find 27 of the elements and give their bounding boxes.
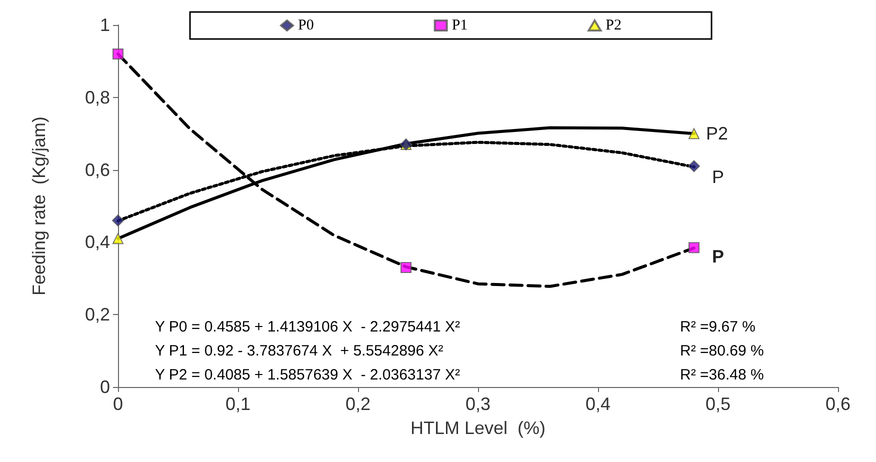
annotation: Y P0 = 0.4585 + 1.4139106 X - 2.2975441 X² bbox=[155, 318, 460, 336]
y-tick-label: 0 bbox=[100, 377, 110, 397]
x-tick-label: 0,3 bbox=[465, 394, 491, 414]
annotation: Y P2 = 0.4085 + 1.5857639 X - 2.0363137 X² bbox=[155, 366, 460, 384]
annotation: R² =80.69 % bbox=[680, 342, 764, 360]
annotation: Y P1 = 0.92 - 3.7837674 X + 5.5542896 X² bbox=[155, 342, 444, 360]
y-tick-label: 0,8 bbox=[84, 87, 110, 108]
x-tick-label: 0,1 bbox=[225, 394, 251, 414]
x-axis-title: HTLM Level (%) bbox=[410, 418, 546, 438]
y-tick-label: 0,2 bbox=[84, 304, 110, 325]
y-tick-label: 0,4 bbox=[84, 232, 110, 252]
annotation: P bbox=[712, 246, 724, 267]
y-tick-label: 0,6 bbox=[84, 160, 110, 180]
legend-label: P2 bbox=[606, 18, 622, 34]
annotation: R² =36.48 % bbox=[680, 366, 764, 384]
x-tick-label: 0,5 bbox=[705, 394, 731, 414]
y-tick-label: 1 bbox=[100, 15, 110, 35]
x-tick-label: 0,2 bbox=[345, 394, 371, 414]
legend-label: P1 bbox=[452, 18, 468, 34]
x-tick-label: 0,4 bbox=[585, 394, 611, 414]
x-tick-label: 0,6 bbox=[825, 394, 851, 414]
legend-label: P0 bbox=[298, 18, 314, 34]
annotation: P bbox=[712, 167, 724, 188]
annotation: P2 bbox=[706, 124, 728, 144]
y-axis-title: Feeding rate (Kg/jam) bbox=[29, 116, 49, 296]
x-tick-label: 0 bbox=[112, 394, 124, 414]
annotation: R² =9.67 % bbox=[680, 318, 756, 336]
